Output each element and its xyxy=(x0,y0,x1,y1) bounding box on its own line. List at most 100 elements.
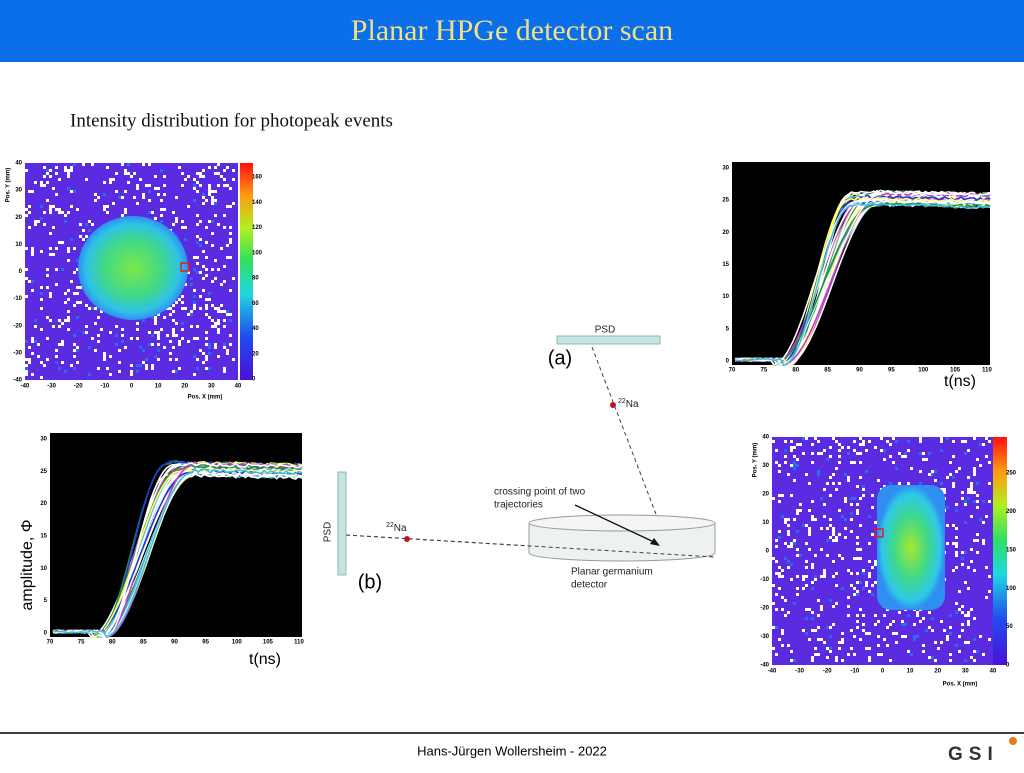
x-tick-label: 85 xyxy=(824,368,831,374)
pixel xyxy=(787,644,790,647)
pixel xyxy=(787,524,790,527)
pixel xyxy=(136,187,139,190)
x-axis-label: Pos. X (mm) xyxy=(943,682,978,688)
pixel xyxy=(898,452,901,455)
pixel xyxy=(817,470,820,473)
pixel xyxy=(97,367,100,370)
pixel xyxy=(214,166,217,169)
pixel xyxy=(166,307,169,310)
pixel xyxy=(829,446,832,449)
title: Planar HPGe detector scan xyxy=(351,14,673,47)
pixel xyxy=(871,494,874,497)
pixel xyxy=(157,313,160,316)
pixel xyxy=(58,178,61,181)
pixel xyxy=(811,587,814,590)
pixel xyxy=(85,304,88,307)
pixel xyxy=(865,647,868,650)
pixel xyxy=(838,461,841,464)
pixel xyxy=(223,346,226,349)
pixel xyxy=(907,614,910,617)
pixel xyxy=(913,638,916,641)
pixel xyxy=(967,488,970,491)
y-tick-label: 20 xyxy=(762,492,769,498)
pixel xyxy=(835,440,838,443)
pixel xyxy=(28,190,31,193)
pixel xyxy=(790,440,793,443)
pixel xyxy=(790,449,793,452)
pixel xyxy=(214,346,217,349)
pixel xyxy=(151,316,154,319)
pixel xyxy=(25,214,28,217)
pixel xyxy=(55,283,58,286)
pixel xyxy=(148,190,151,193)
pixel xyxy=(82,331,85,334)
pixel xyxy=(40,292,43,295)
pixel xyxy=(772,497,775,500)
y-tick-label: 100 xyxy=(1006,586,1017,592)
pixel xyxy=(982,542,985,545)
pixel xyxy=(940,440,943,443)
pixel xyxy=(130,373,133,376)
pixel xyxy=(232,169,235,172)
pixel xyxy=(841,515,844,518)
pixel xyxy=(787,545,790,548)
pixel xyxy=(967,449,970,452)
pixel xyxy=(835,584,838,587)
pixel xyxy=(40,205,43,208)
pixel xyxy=(211,220,214,223)
pixel xyxy=(229,289,232,292)
pixel xyxy=(172,310,175,313)
pixel xyxy=(94,322,97,325)
pixel xyxy=(898,482,901,485)
pixel xyxy=(211,196,214,199)
pixel xyxy=(49,208,52,211)
pixel xyxy=(832,623,835,626)
pixel xyxy=(892,437,895,440)
pixel xyxy=(175,334,178,337)
pixel xyxy=(208,166,211,169)
pixel xyxy=(985,437,988,440)
pixel xyxy=(850,647,853,650)
pixel xyxy=(913,635,916,638)
pixel xyxy=(40,376,43,379)
pixel xyxy=(184,238,187,241)
pixel xyxy=(847,569,850,572)
pixel xyxy=(871,566,874,569)
pixel xyxy=(796,575,799,578)
pixel xyxy=(157,193,160,196)
x-tick-label: 40 xyxy=(990,669,997,675)
pixel xyxy=(787,473,790,476)
pixel xyxy=(868,440,871,443)
pixel xyxy=(43,166,46,169)
pixel xyxy=(814,554,817,557)
pixel xyxy=(982,500,985,503)
pixel xyxy=(193,184,196,187)
pixel xyxy=(208,352,211,355)
x-tick-label: 105 xyxy=(263,640,274,646)
pixel xyxy=(214,277,217,280)
pixel xyxy=(76,268,79,271)
pixel xyxy=(88,373,91,376)
pixel xyxy=(982,521,985,524)
pixel xyxy=(121,214,124,217)
pixel xyxy=(964,551,967,554)
pixel xyxy=(112,178,115,181)
logo-dot xyxy=(1009,737,1017,745)
pixel xyxy=(805,560,808,563)
x-tick-label: -30 xyxy=(795,669,804,675)
y-tick-label: 25 xyxy=(40,469,47,475)
pixel xyxy=(100,310,103,313)
pixel xyxy=(835,656,838,659)
pixel xyxy=(811,518,814,521)
pixel xyxy=(31,247,34,250)
pixel xyxy=(835,536,838,539)
y-tick-label: -20 xyxy=(13,323,22,329)
pixel xyxy=(967,566,970,569)
pixel xyxy=(919,452,922,455)
x-tick-label: 10 xyxy=(155,384,162,390)
pixel xyxy=(196,235,199,238)
pixel xyxy=(73,190,76,193)
pixel xyxy=(67,310,70,313)
pixel xyxy=(823,515,826,518)
